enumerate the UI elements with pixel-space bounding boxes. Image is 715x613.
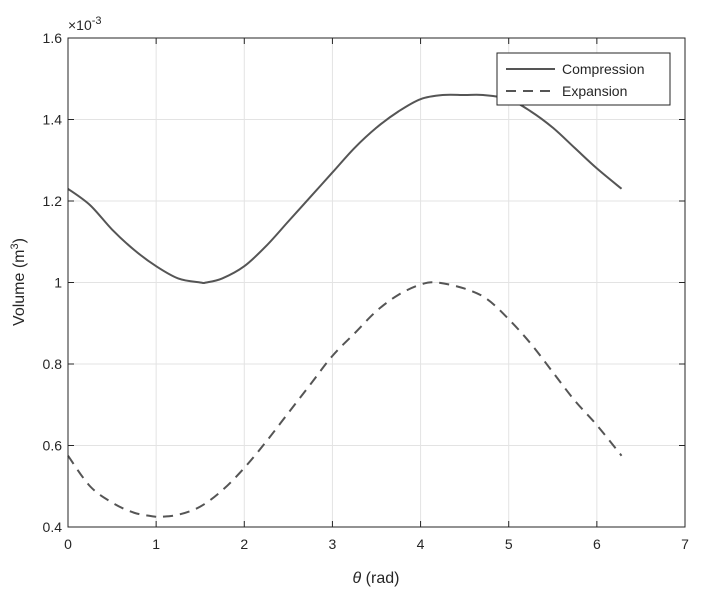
legend-expansion-label: Expansion [562, 83, 627, 99]
x-tick-label: 2 [240, 536, 248, 552]
x-tick-label: 1 [152, 536, 160, 552]
x-tick-label: 4 [417, 536, 425, 552]
x-tick-label: 0 [64, 536, 72, 552]
x-axis-unit: (rad) [361, 570, 399, 587]
legend-compression-label: Compression [562, 61, 644, 77]
legend: Compression Expansion [496, 52, 671, 106]
y-axis-superscript: 3 [9, 243, 21, 249]
y-exponent-base: ×10 [68, 17, 92, 33]
y-axis-text: Volume (m [11, 249, 28, 325]
axis-ticks [67, 37, 686, 528]
y-tick-label: 1 [54, 275, 62, 291]
series-group [67, 93, 623, 519]
y-tick-label: 0.4 [43, 519, 63, 535]
y-axis-close: ) [11, 238, 28, 243]
series-line-expansion [67, 281, 623, 519]
y-tick-label: 0.6 [43, 438, 63, 454]
y-tick-label: 1.4 [43, 112, 63, 128]
x-axis-symbol: θ [353, 570, 362, 587]
x-tick-label: 7 [681, 536, 689, 552]
y-tick-label: 1.2 [43, 193, 63, 209]
y-tick-label: 0.8 [43, 356, 63, 372]
x-tick-label: 6 [593, 536, 601, 552]
x-tick-label: 5 [505, 536, 513, 552]
tick-labels: 0 1 2 3 4 5 6 7 0.4 0.6 0.8 1 1.2 1.4 1.6 [43, 30, 690, 552]
y-exponent-label: ×10-3 [68, 15, 102, 33]
y-tick-label: 1.6 [43, 30, 63, 46]
legend-box [496, 52, 671, 106]
series-line-compression [67, 93, 623, 285]
x-tick-label: 3 [329, 536, 337, 552]
x-axis-label: θ (rad) [353, 570, 400, 587]
y-exponent-power: -3 [92, 15, 102, 27]
y-axis-label: Volume (m3) [9, 238, 28, 326]
